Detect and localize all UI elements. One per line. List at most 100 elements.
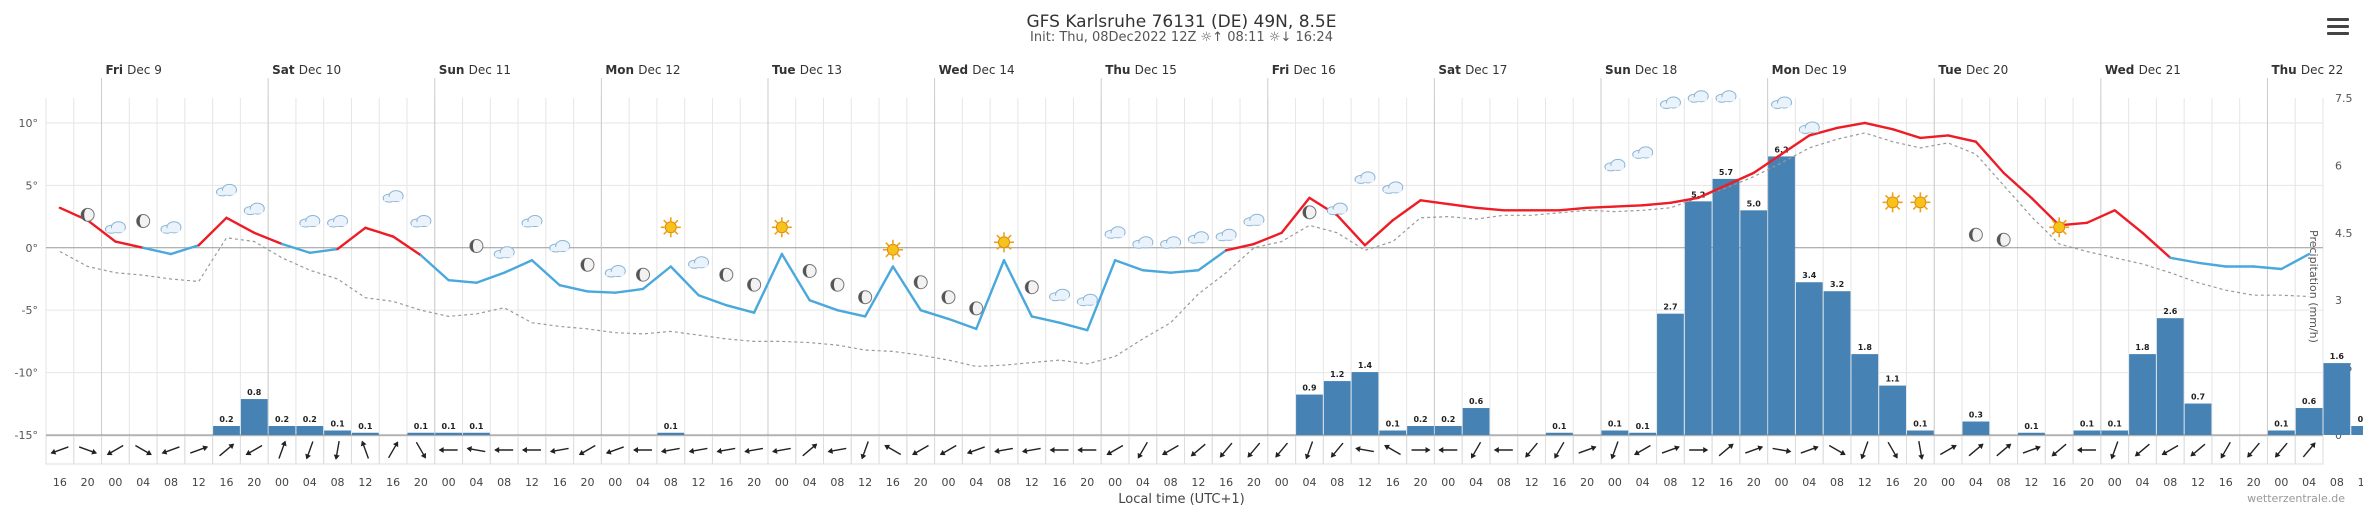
- precip-bar-label: 3.2: [1830, 280, 1844, 289]
- wind-arrow-head: [420, 452, 426, 459]
- cloud-base: [1689, 97, 1708, 102]
- wind-arrow-icon: [1525, 442, 1538, 458]
- wind-arrow-icon: [966, 446, 985, 455]
- x-tick-label: 00: [2274, 476, 2288, 489]
- wind-arrow-icon: [50, 446, 69, 455]
- moon-shadow: [636, 268, 644, 282]
- precip-bar: [1601, 430, 1629, 435]
- sun-ray: [1912, 206, 1917, 210]
- moon-icon: [469, 239, 484, 254]
- x-tick-label: 20: [1747, 476, 1761, 489]
- x-tick-label: 20: [1580, 476, 1594, 489]
- precip-bar: [1434, 426, 1462, 435]
- temperature-line-segment: [641, 265, 672, 291]
- moon-shadow: [719, 268, 727, 282]
- temperature-lines: [58, 121, 2311, 368]
- wind-arrow-icon: [438, 446, 458, 453]
- wind-arrow-head: [1610, 453, 1617, 460]
- wind-arrow-head: [2051, 450, 2058, 457]
- temperature-line-segment: [1363, 219, 1394, 247]
- cloud-base: [1633, 153, 1652, 158]
- temperature-line-segment: [447, 279, 478, 284]
- wind-arrow-icon: [1634, 444, 1651, 456]
- temperature-line-segment: [1558, 206, 1589, 212]
- temperature-line-segment: [2002, 171, 2033, 200]
- precip-bar-label: 0.1: [414, 422, 429, 431]
- moon-shadow: [1025, 280, 1032, 294]
- cloud-icon: [1326, 202, 1348, 216]
- x-tick-label: 20: [2247, 476, 2261, 489]
- x-tick-label: 04: [1136, 476, 1150, 489]
- precip-bar: [2267, 430, 2295, 435]
- chart-title: GFS Karlsruhe 76131 (DE) 49N, 8.5E: [1026, 12, 1337, 32]
- sun-disc: [1914, 196, 1927, 209]
- wind-arrow-icon: [1137, 441, 1148, 459]
- temperature-line-segment: [2141, 231, 2172, 259]
- temperature-line-segment: [2196, 261, 2228, 268]
- cloud-icon: [1132, 236, 1154, 249]
- x-tick-label: 20: [1414, 476, 1428, 489]
- sunrise-icon: ☼↑: [1200, 30, 1224, 45]
- moon-shadow: [1997, 233, 2004, 247]
- precip-bar-label: 0.2: [219, 415, 233, 424]
- cloud-base: [1161, 243, 1180, 248]
- precip-bar: [1795, 282, 1823, 435]
- x-tick-label: 12: [192, 476, 206, 489]
- temperature-line-segment: [1002, 259, 1033, 318]
- precip-bar: [213, 426, 240, 435]
- day-header: Sat Dec 10: [272, 63, 341, 77]
- x-tick-label: 00: [941, 476, 955, 489]
- chart-menu-button[interactable]: [2327, 18, 2349, 36]
- moon-icon: [1996, 232, 2011, 247]
- wind-arrow-head: [2035, 445, 2041, 452]
- wind-arrow-head: [1021, 447, 1028, 454]
- wind-arrow-head: [2110, 453, 2116, 460]
- wind-arrow-icon: [2161, 444, 2179, 456]
- wind-arrow-head: [1977, 443, 1984, 450]
- moon-icon: [941, 290, 956, 305]
- wind-arrow-head: [2076, 447, 2082, 454]
- wind-arrow-head: [1247, 451, 1254, 458]
- sun-disc: [1886, 196, 1899, 209]
- wind-arrow-head: [2161, 449, 2168, 456]
- cloud-base: [106, 228, 125, 233]
- precip-bar-label: 0.1: [2108, 420, 2123, 429]
- precip-bar: [2129, 354, 2156, 435]
- temperature-line-segment: [280, 242, 311, 254]
- wind-arrow-head: [91, 448, 98, 455]
- wind-arrow-icon: [2051, 443, 2067, 457]
- wind-arrow-head: [1161, 449, 1168, 456]
- wind-arrow-icon: [1438, 447, 1458, 454]
- precip-bar: [1351, 372, 1379, 435]
- x-tick-label: 00: [1608, 476, 1622, 489]
- moon-icon: [636, 267, 651, 282]
- wind-arrow-icon: [688, 447, 708, 454]
- wind-arrow-icon: [2190, 443, 2206, 457]
- x-tick-label: 04: [1469, 476, 1483, 489]
- precip-bar: [296, 426, 324, 435]
- x-tick-label: 00: [1108, 476, 1122, 489]
- precip-bar: [1379, 430, 1407, 435]
- moon-shadow: [469, 239, 477, 253]
- sun-ray: [663, 230, 668, 235]
- day-header: Wed Dec 21: [2105, 63, 2181, 77]
- temperature-line-segment: [2085, 209, 2116, 225]
- right-axis-title: Precipitation (mm/h): [2307, 230, 2320, 343]
- day-header: Mon Dec 19: [1772, 63, 1847, 77]
- x-tick-label: 12: [1025, 476, 1039, 489]
- temperature-line-segment: [253, 231, 284, 246]
- x-tick-label: 12: [1525, 476, 1539, 489]
- cloud-icon: [1215, 228, 1237, 242]
- precip-bar: [351, 432, 379, 435]
- credit-label[interactable]: wetterzentrale.de: [2247, 492, 2345, 505]
- sun-ray: [885, 242, 890, 247]
- cloud-base: [1106, 233, 1125, 238]
- wind-arrow-icon: [2247, 442, 2260, 458]
- x-tick-label: 08: [331, 476, 345, 489]
- sun-ray: [896, 253, 901, 258]
- cloud-base: [550, 247, 569, 252]
- cloud-icon: [1632, 146, 1654, 159]
- wind-arrow-head: [521, 446, 527, 453]
- x-tick-label: 16: [53, 476, 67, 489]
